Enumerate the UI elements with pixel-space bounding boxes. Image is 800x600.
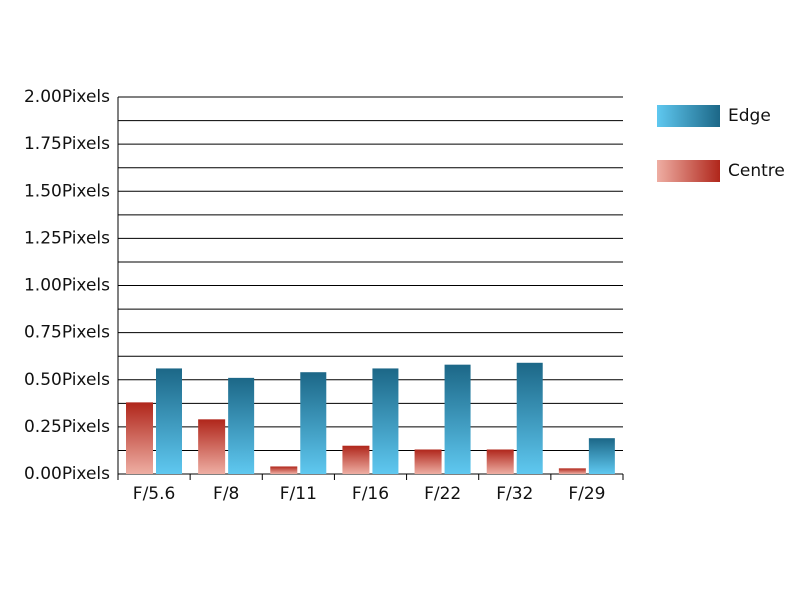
- y-tick-label: 1.25Pixels: [24, 228, 110, 248]
- x-tick-label: F/22: [424, 484, 461, 504]
- x-tick-label: F/11: [280, 484, 317, 504]
- x-tick-label: F/8: [213, 484, 239, 504]
- y-tick-label: 2.00Pixels: [24, 87, 110, 107]
- bar: [558, 468, 586, 474]
- y-tick-label: 1.50Pixels: [24, 181, 110, 201]
- y-tick-label: 1.00Pixels: [24, 276, 110, 296]
- bar: [126, 402, 153, 474]
- y-tick-label: 0.25Pixels: [24, 417, 110, 437]
- bar: [300, 372, 327, 474]
- bar: [342, 445, 370, 474]
- bar: [516, 362, 543, 474]
- bar: [486, 449, 514, 474]
- legend-swatch: [657, 105, 720, 127]
- legend-swatch: [657, 160, 720, 182]
- bar: [372, 368, 399, 474]
- bar: [198, 419, 226, 474]
- bar: [270, 466, 298, 474]
- legend-label: Edge: [728, 106, 771, 126]
- bar: [588, 438, 615, 474]
- x-tick-label: F/16: [352, 484, 389, 504]
- y-tick-label: 0.75Pixels: [24, 323, 110, 343]
- y-tick-label: 0.00Pixels: [24, 464, 110, 484]
- y-tick-label: 1.75Pixels: [24, 134, 110, 154]
- x-tick-label: F/29: [568, 484, 605, 504]
- x-tick-label: F/5.6: [133, 484, 176, 504]
- x-tick-label: F/32: [496, 484, 533, 504]
- bar: [414, 449, 442, 474]
- bar: [444, 364, 471, 474]
- bar: [156, 368, 182, 474]
- legend-label: Centre: [728, 161, 785, 181]
- y-tick-label: 0.50Pixels: [24, 370, 110, 390]
- bar: [228, 377, 255, 474]
